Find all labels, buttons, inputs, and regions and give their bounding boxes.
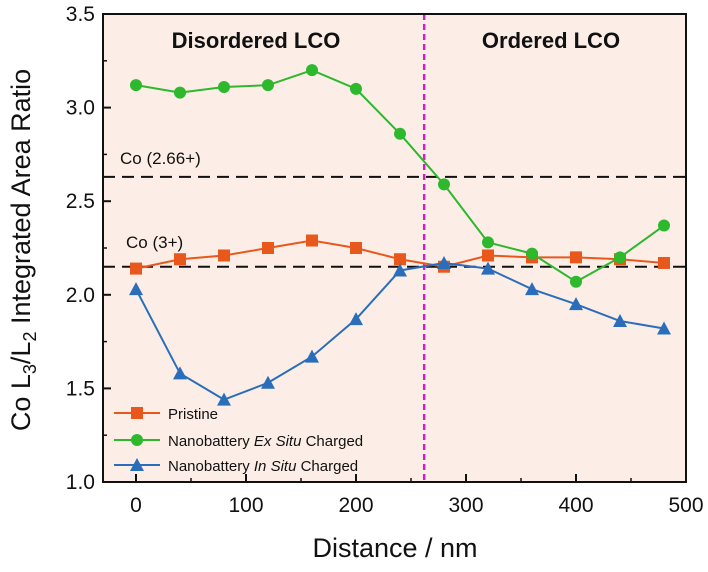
data-point-s1-12 <box>658 219 670 232</box>
data-point-s1-2 <box>218 81 230 94</box>
data-point-s0-8 <box>482 249 494 262</box>
data-point-s1-11 <box>614 251 626 264</box>
data-point-s2-10 <box>569 297 583 311</box>
y-tick-label-0: 1.0 <box>66 471 95 494</box>
x-axis-title: Distance / nm <box>312 533 477 563</box>
data-point-s2-2 <box>217 392 231 406</box>
x-tick-label-2: 200 <box>338 494 373 517</box>
data-point-s0-10 <box>570 251 582 264</box>
data-point-s1-5 <box>350 82 362 95</box>
region-label-disordered: Disordered LCO <box>172 28 341 53</box>
y-axis-title-sub1: 3 <box>20 364 40 374</box>
y-axis-title-mid: /L <box>6 342 36 365</box>
data-point-s1-4 <box>306 64 318 77</box>
data-point-s2-0 <box>129 282 143 296</box>
region-label-ordered: Ordered LCO <box>482 28 620 53</box>
data-point-s2-9 <box>525 282 539 296</box>
data-point-s1-0 <box>130 79 142 92</box>
data-point-s1-8 <box>482 236 494 249</box>
data-point-s1-1 <box>174 86 186 99</box>
legend-marker-pristine <box>131 407 143 419</box>
data-point-s1-7 <box>438 178 450 191</box>
y-axis-title-prefix: Co L <box>6 374 36 431</box>
data-point-s2-4 <box>305 349 319 363</box>
y-tick-label-2: 2.0 <box>66 284 95 307</box>
y-tick-label-4: 3.0 <box>66 97 95 120</box>
data-point-s0-2 <box>218 249 230 262</box>
data-point-s2-1 <box>173 366 187 380</box>
x-tick-label-5: 500 <box>668 494 703 517</box>
y-axis-title: Co L3/L2 Integrated Area Ratio <box>6 69 40 431</box>
y-axis-title-sub2: 2 <box>20 332 40 342</box>
data-point-s0-5 <box>350 242 362 254</box>
data-point-s2-11 <box>613 314 627 328</box>
data-point-s0-4 <box>306 234 318 247</box>
data-point-s0-6 <box>394 253 406 266</box>
data-point-s0-0 <box>130 262 142 275</box>
data-point-s0-12 <box>658 256 670 269</box>
data-point-s1-6 <box>394 127 406 140</box>
x-tick-label-3: 300 <box>448 494 483 517</box>
legend-label-pristine: Pristine <box>168 406 218 423</box>
data-point-s1-3 <box>262 79 274 92</box>
x-tick-label-4: 400 <box>558 494 593 517</box>
y-tick-label-5: 3.5 <box>66 3 95 26</box>
ref-label-co-3: Co (3+) <box>126 233 183 252</box>
plot-background <box>103 14 686 482</box>
y-tick-label-3: 2.5 <box>66 190 95 213</box>
data-point-s2-12 <box>657 321 671 335</box>
legend-label-ex-situ: Nanobattery Ex Situ Charged <box>168 433 363 450</box>
y-tick-label-1: 1.5 <box>66 377 95 400</box>
y-axis-title-suffix: Integrated Area Ratio <box>6 69 36 332</box>
legend-marker-in-situ <box>130 458 144 471</box>
data-point-s1-9 <box>526 247 538 260</box>
legend-label-in-situ: Nanobattery In Situ Charged <box>168 458 358 475</box>
data-point-s2-6 <box>393 263 407 277</box>
ref-label-co-2.66: Co (2.66+) <box>120 149 201 168</box>
x-tick-label-0: 0 <box>130 494 142 517</box>
legend: Pristine Nanobattery Ex Situ Charged Nan… <box>114 406 363 475</box>
data-point-s2-5 <box>349 312 363 326</box>
x-tick-label-1: 100 <box>228 494 263 517</box>
data-point-s2-3 <box>261 375 275 389</box>
data-point-s1-10 <box>570 275 582 288</box>
legend-marker-ex-situ <box>131 434 143 446</box>
data-point-s2-7 <box>437 255 451 269</box>
data-point-s0-3 <box>262 242 274 254</box>
data-point-s2-8 <box>481 261 495 275</box>
data-point-s0-1 <box>174 253 186 266</box>
